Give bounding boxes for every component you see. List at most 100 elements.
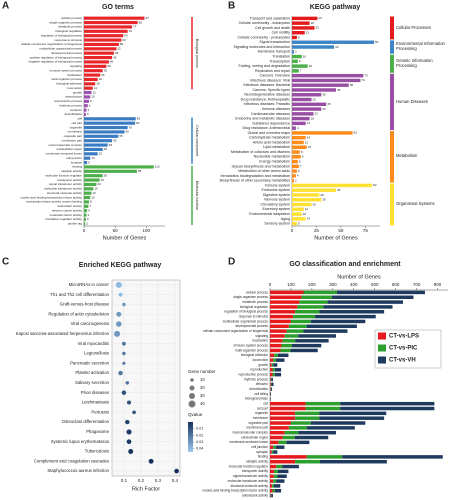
legend-label: 40 [200,401,205,406]
value-label: 63 [124,33,128,37]
bar [292,198,322,202]
category-label: molecular transducer activity [228,479,269,483]
bar-segment [290,348,318,353]
x-tick-label: 100 [143,228,151,233]
bar-segment [270,295,302,299]
value-label: 4 [297,126,299,130]
bar [292,193,320,197]
value-label: 30 [322,107,326,111]
bar-segment [286,329,304,333]
bar-segment [310,319,366,324]
plot-frame [111,279,181,477]
x-tick-label: 500 [371,282,379,287]
bar [292,155,301,159]
value-label: 5 [298,221,300,225]
category-label: Endocrine and metabolic diseases [235,117,290,121]
category-label: cell junction [251,445,268,449]
point [121,341,126,346]
value-label: 45 [337,188,341,192]
bar [292,135,306,140]
bar [84,121,136,125]
bar-segment [299,300,328,304]
colorbar-label: 0.01 [196,427,203,431]
bar [84,147,103,152]
bar-segment [273,363,278,367]
category-label: cell killing [254,392,268,396]
value-label: 8 [90,99,92,103]
category-label: Cardiovascular diseases [251,112,290,116]
bar [292,188,336,192]
bar-segment [278,440,287,445]
bar [84,112,86,117]
bar [292,78,361,83]
point [126,400,132,405]
group-band [390,73,394,131]
value-label: 14 [307,136,311,140]
bar-segment [270,484,273,488]
category-label: molecular function regulator [229,464,269,468]
category-label: translation regulator activity [45,217,82,221]
category-label: developmental process [235,324,268,328]
value-label: 22 [315,112,319,116]
category-label: transporter activity [242,469,268,473]
chart-title: GO terms [102,4,134,11]
point [125,381,130,385]
category-label: Metabolism of other amino acids [238,169,290,173]
bar [292,59,298,64]
bar-segment [290,421,311,425]
bar-segment [310,421,366,425]
category-label: Membrane transport [258,50,290,54]
category-label: electron carrier activity [52,208,83,212]
bar-segment [274,489,282,493]
bar-segment [270,440,279,445]
category-label: biological regulation [55,29,82,33]
point [174,468,179,474]
bar-segment [288,426,307,430]
value-label: 10 [91,195,95,199]
bar-segment [306,324,357,329]
bar-segment [284,334,299,338]
value-label: 82 [136,121,140,125]
value-label: 62 [354,131,358,135]
category-label: membrane-enclosed lumen [46,152,83,156]
bar [292,107,322,111]
bar-segment [270,382,271,387]
value-label: 10 [91,95,95,99]
category-label: Substance dependence [252,121,290,125]
value-label: 70 [129,125,133,129]
value-label: 5 [298,169,300,173]
value-label: 43 [335,45,339,49]
bar-segment [270,377,271,382]
bar [292,145,307,149]
category-label: biological adhesion [56,82,82,86]
bar [84,134,119,138]
value-label: 45 [113,138,117,142]
legend-size [189,385,195,391]
category-label: Cellular community - prokaryotes [237,35,290,39]
value-label: 28 [320,193,324,197]
bar [292,217,306,221]
value-label: 12 [305,207,309,211]
value-label: 7 [300,69,302,73]
bar-segment [272,372,275,377]
value-label: 14 [307,121,311,125]
x-tick-label: 75 [363,228,369,233]
category-label: growth [73,90,82,94]
bar-segment [270,426,289,430]
bar-segment [270,469,275,474]
x-tick-label: 300 [329,282,337,287]
category-label: Osteoclast differentiation [62,419,110,424]
bar-segment [270,489,273,493]
bar [84,182,97,187]
value-label: 30 [104,173,108,177]
category-label: reproduction [65,95,82,99]
value-label: 83 [137,117,141,121]
category-label: detoxification [64,112,82,116]
category-label: molecular transducer activity [44,187,83,191]
legend-swatch [378,356,386,364]
value-label: 40 [110,60,114,64]
category-label: cell part [71,121,82,125]
point [148,458,154,464]
category-label: cell [263,402,268,406]
value-label: 84 [375,40,379,44]
